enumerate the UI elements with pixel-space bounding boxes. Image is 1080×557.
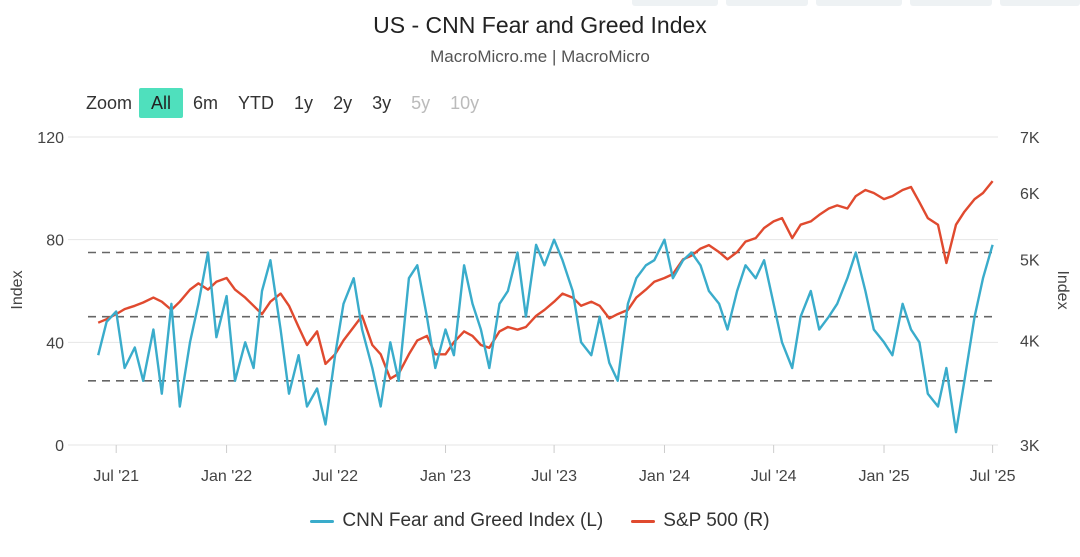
- left-tick-label: 120: [37, 130, 64, 147]
- left-tick-label: 40: [46, 335, 64, 352]
- series-line-sp500[interactable]: [97, 180, 994, 380]
- x-tick-label: Jan '24: [639, 468, 690, 485]
- x-tick-label: Jul '23: [531, 468, 577, 485]
- legend-line-icon: [631, 519, 656, 523]
- zoom-button-10y: 10y: [450, 93, 480, 113]
- x-tick-label: Jul '25: [970, 468, 1016, 485]
- zoom-button-5y: 5y: [411, 93, 431, 113]
- legend-label-fear-greed: CNN Fear and Greed Index (L): [342, 510, 604, 531]
- left-axis-title: Index: [9, 270, 26, 309]
- x-tick-label: Jul '21: [93, 468, 139, 485]
- right-tick-label: 3K: [1020, 438, 1040, 455]
- top-tab[interactable]: [726, 0, 808, 6]
- x-tick-label: Jan '22: [201, 468, 252, 485]
- legend-item-sp500[interactable]: S&P 500 (R): [631, 510, 770, 532]
- x-tick-label: Jul '22: [312, 468, 358, 485]
- series-line-fear-greed[interactable]: [97, 238, 994, 434]
- legend-label-sp500: S&P 500 (R): [663, 510, 770, 531]
- left-tick-label: 0: [55, 438, 64, 455]
- zoom-label: Zoom: [86, 92, 133, 113]
- legend-item-fear-greed[interactable]: CNN Fear and Greed Index (L): [310, 510, 603, 532]
- zoom-bar: Zoom All 6m YTD 1y 2y 3y 5y 10y: [86, 87, 489, 119]
- chart-title: US - CNN Fear and Greed Index: [373, 12, 707, 38]
- top-tab[interactable]: [1000, 0, 1080, 6]
- x-tick-label: Jan '23: [420, 468, 471, 485]
- top-tab[interactable]: [910, 0, 992, 6]
- chart-subtitle: MacroMicro.me | MacroMicro: [430, 47, 650, 66]
- top-tabs: [0, 0, 1080, 8]
- right-axis-title: Index: [1054, 270, 1071, 309]
- chart-plot[interactable]: 120 80 40 0 7K 6K 5K 4K 3K Jul '21 Jan '22 Jul '2…: [0, 0, 1080, 500]
- legend: CNN Fear and Greed Index (L) S&P 500 (R): [0, 510, 1080, 532]
- x-tick-label: Jul '24: [751, 468, 797, 485]
- right-tick-label: 4K: [1020, 333, 1040, 350]
- left-tick-label: 80: [46, 233, 64, 250]
- zoom-button-6m[interactable]: 6m: [193, 93, 219, 113]
- zoom-button-2y[interactable]: 2y: [333, 93, 353, 113]
- legend-line-icon: [310, 519, 335, 523]
- zoom-button-all[interactable]: All: [139, 88, 184, 118]
- top-tab[interactable]: [816, 0, 902, 6]
- x-tick-label: Jan '25: [858, 468, 909, 485]
- top-tab[interactable]: [632, 0, 718, 6]
- zoom-button-ytd[interactable]: YTD: [238, 93, 275, 113]
- right-tick-label: 5K: [1020, 252, 1040, 269]
- zoom-button-3y[interactable]: 3y: [372, 93, 392, 113]
- right-tick-label: 6K: [1020, 186, 1040, 203]
- zoom-button-1y[interactable]: 1y: [294, 93, 314, 113]
- right-tick-label: 7K: [1020, 130, 1040, 147]
